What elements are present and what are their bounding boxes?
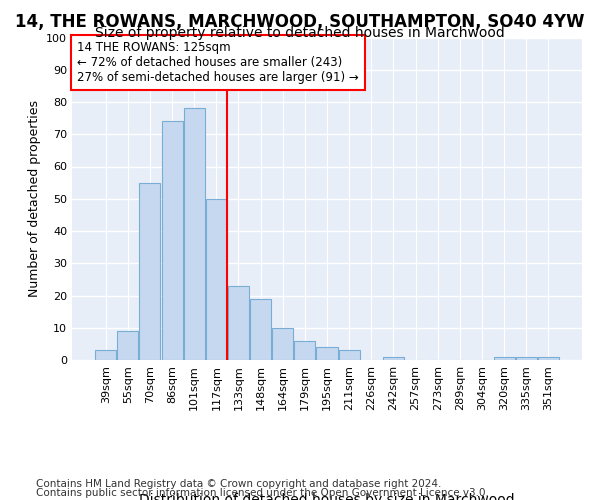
Y-axis label: Number of detached properties: Number of detached properties [28, 100, 41, 297]
Bar [338, 350, 359, 360]
Text: Size of property relative to detached houses in Marchwood: Size of property relative to detached ho… [95, 26, 505, 40]
Text: Contains HM Land Registry data © Crown copyright and database right 2024.: Contains HM Land Registry data © Crown c… [36, 479, 442, 489]
X-axis label: Distribution of detached houses by size in Marchwood: Distribution of detached houses by size … [139, 494, 515, 500]
Text: 14, THE ROWANS, MARCHWOOD, SOUTHAMPTON, SO40 4YW: 14, THE ROWANS, MARCHWOOD, SOUTHAMPTON, … [15, 12, 585, 30]
Bar [316, 347, 338, 360]
Text: 14 THE ROWANS: 125sqm
← 72% of detached houses are smaller (243)
27% of semi-det: 14 THE ROWANS: 125sqm ← 72% of detached … [77, 40, 359, 84]
Text: Contains public sector information licensed under the Open Government Licence v3: Contains public sector information licen… [36, 488, 489, 498]
Bar [184, 108, 205, 360]
Bar [206, 198, 227, 360]
Bar [95, 350, 116, 360]
Bar [228, 286, 249, 360]
Bar [118, 331, 139, 360]
Bar [161, 122, 182, 360]
Bar [272, 328, 293, 360]
Bar [515, 357, 536, 360]
Bar [139, 182, 160, 360]
Bar [250, 298, 271, 360]
Bar [494, 357, 515, 360]
Bar [383, 357, 404, 360]
Bar [295, 340, 316, 360]
Bar [538, 357, 559, 360]
